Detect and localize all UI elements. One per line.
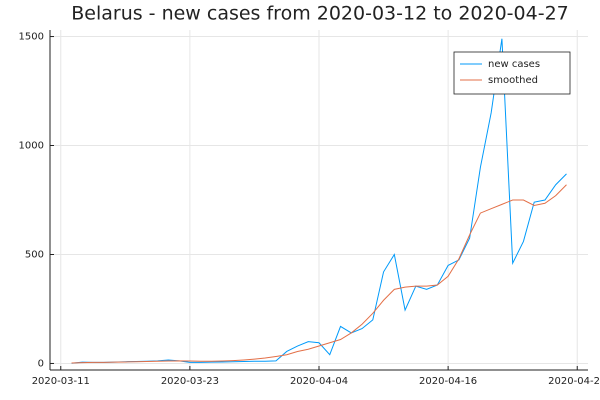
y-tick-label: 1500 [19,32,44,43]
x-tick-label: 2020-04-16 [419,376,477,387]
x-tick-label: 2020-03-23 [161,376,219,387]
y-tick-label: 1000 [19,141,44,152]
x-tick-label: 2020-04-28 [548,376,600,387]
x-tick-label: 2020-04-04 [290,376,348,387]
legend-box [453,51,571,95]
y-tick-label: 0 [38,358,44,369]
legend-label: new cases [488,59,540,70]
legend-label: smoothed [488,75,538,86]
x-tick-label: 2020-03-11 [32,376,90,387]
y-tick-label: 500 [25,249,44,260]
chart-title: Belarus - new cases from 2020-03-12 to 2… [71,3,569,25]
series-line [71,184,567,364]
